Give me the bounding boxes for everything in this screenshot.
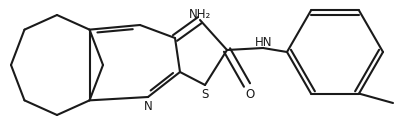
Text: HN: HN xyxy=(255,35,273,48)
Text: O: O xyxy=(246,88,255,101)
Text: N: N xyxy=(144,100,152,113)
Text: S: S xyxy=(201,88,209,101)
Text: NH₂: NH₂ xyxy=(189,8,211,21)
